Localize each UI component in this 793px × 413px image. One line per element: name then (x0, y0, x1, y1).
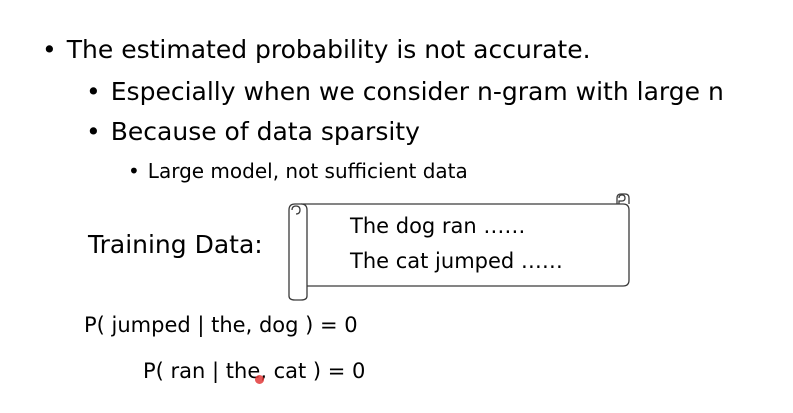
training-data-scroll: The dog ran …… The cat jumped …… (283, 192, 635, 302)
bullet-text: Because of data sparsity (110, 117, 420, 146)
bullet-dot: • (86, 77, 101, 106)
training-data-label: Training Data: (88, 230, 263, 259)
bullet-dot: • (42, 35, 57, 64)
bullet-level2-1: • Especially when we consider n-gram wit… (86, 77, 724, 106)
bullet-dot: • (128, 159, 140, 183)
training-line-2: The cat jumped …… (350, 249, 563, 273)
scroll-shape (288, 193, 630, 301)
formula-1: P( jumped | the, dog ) = 0 (84, 313, 358, 337)
training-line-1: The dog ran …… (350, 214, 526, 238)
bullet-level3: • Large model, not sufficient data (128, 159, 468, 183)
bullet-text: The estimated probability is not accurat… (66, 35, 591, 64)
bullet-dot: • (86, 117, 101, 146)
bullet-level1: • The estimated probability is not accur… (42, 35, 591, 64)
bullet-text: Large model, not sufficient data (147, 159, 468, 183)
formula-2: P( ran | the, cat ) = 0 (143, 359, 366, 383)
mouse-pointer-marker (255, 375, 264, 384)
bullet-level2-2: • Because of data sparsity (86, 117, 420, 146)
bullet-text: Especially when we consider n-gram with … (110, 77, 724, 106)
